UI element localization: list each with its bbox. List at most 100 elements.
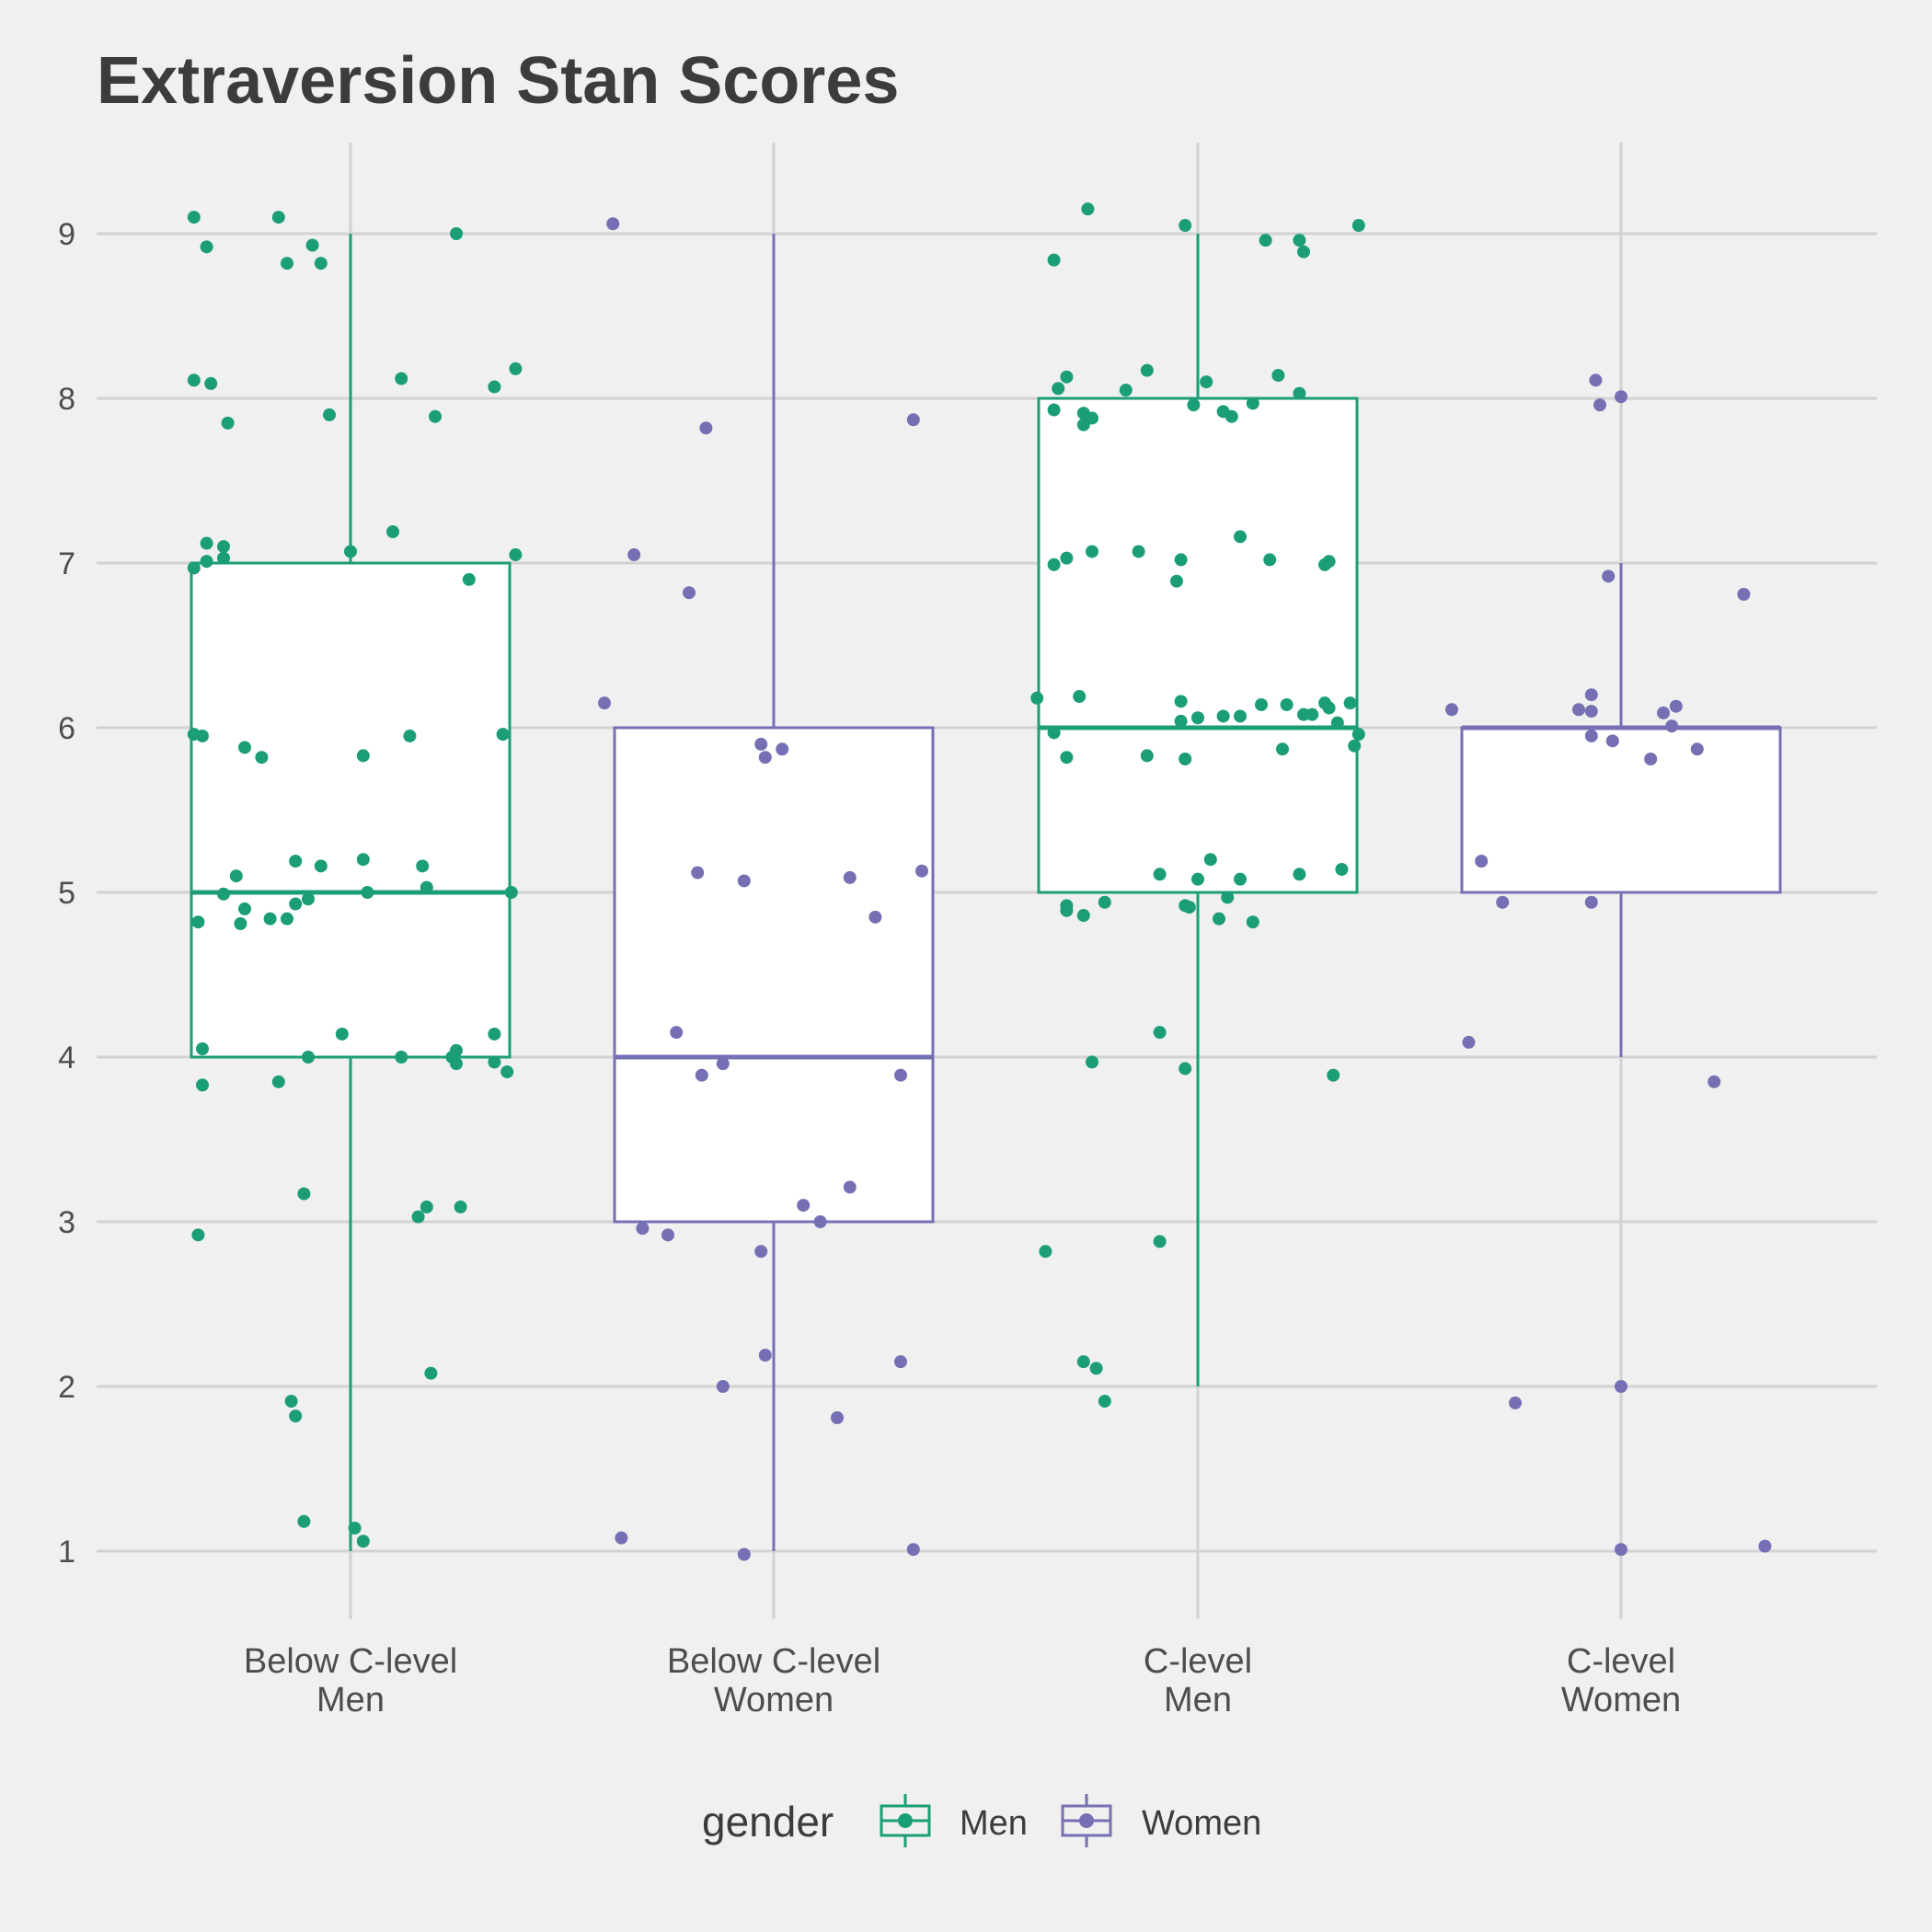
data-point: [509, 362, 523, 375]
data-point: [1246, 915, 1259, 929]
data-point: [1297, 245, 1310, 259]
data-point: [1584, 705, 1598, 719]
data-point: [356, 853, 370, 867]
data-point: [1234, 709, 1247, 723]
data-point: [1327, 1068, 1340, 1082]
data-point: [1644, 753, 1658, 766]
data-point: [754, 1245, 768, 1259]
data-point: [1572, 703, 1585, 717]
data-point: [348, 1521, 362, 1535]
data-point: [1187, 398, 1201, 412]
data-point: [1086, 411, 1098, 425]
data-point: [758, 751, 772, 765]
box-iqr: [1037, 397, 1359, 894]
data-point: [1153, 1235, 1167, 1248]
data-point: [1259, 234, 1272, 247]
data-point: [758, 1348, 772, 1362]
data-point: [797, 1199, 811, 1213]
data-point: [1073, 689, 1087, 703]
data-point: [395, 1051, 408, 1064]
data-point: [450, 1043, 463, 1057]
data-point: [661, 1228, 674, 1242]
data-point: [1047, 726, 1061, 740]
data-point: [263, 912, 277, 926]
data-point: [1179, 753, 1192, 766]
data-point: [238, 902, 251, 915]
data-point: [187, 561, 201, 575]
data-point: [1140, 363, 1154, 377]
data-point: [488, 1055, 501, 1069]
data-point: [1343, 696, 1357, 710]
data-point: [289, 1409, 303, 1423]
x-tick-label: Below C-level Women: [667, 1642, 880, 1719]
legend-key-women: [1061, 1794, 1112, 1847]
data-point: [1351, 728, 1365, 742]
data-point: [1225, 409, 1238, 423]
box-iqr: [1460, 726, 1782, 894]
data-point: [1246, 397, 1259, 410]
data-point: [1234, 530, 1247, 544]
y-tick-label: 9: [58, 217, 75, 252]
data-point: [314, 257, 328, 270]
data-point: [754, 737, 768, 751]
data-point: [894, 1068, 907, 1082]
data-point: [424, 1366, 438, 1380]
box-3: [1037, 234, 1359, 1386]
data-point: [191, 915, 205, 929]
data-point: [1030, 691, 1044, 705]
data-point: [1584, 895, 1598, 909]
data-point: [1737, 588, 1751, 602]
data-point: [361, 886, 374, 899]
data-point: [386, 524, 399, 538]
data-point: [906, 413, 920, 427]
data-point: [281, 912, 293, 926]
data-point: [598, 696, 611, 710]
data-point: [843, 870, 857, 884]
data-point: [411, 1210, 425, 1224]
legend-key-point: [898, 1813, 913, 1828]
data-point: [403, 729, 417, 742]
data-point: [1509, 1396, 1522, 1409]
data-point: [196, 1042, 209, 1056]
x-tick-label-line: C-level: [1567, 1642, 1675, 1681]
data-point: [1060, 903, 1074, 917]
data-point: [1589, 374, 1603, 387]
legend-key-men: [880, 1794, 931, 1847]
data-point: [229, 869, 243, 883]
data-point: [255, 751, 269, 765]
y-axis-ticks: 1 2 3 4 5 6 7 8 9: [58, 217, 75, 1570]
data-point: [1322, 701, 1336, 715]
legend-label-women: Women: [1142, 1804, 1261, 1843]
y-tick-label: 5: [58, 876, 75, 911]
data-point: [217, 540, 230, 554]
data-point: [395, 372, 408, 385]
data-point: [504, 886, 518, 899]
data-point: [1445, 703, 1458, 717]
data-point: [281, 257, 293, 270]
box-iqr: [190, 561, 512, 1059]
legend-label-men: Men: [960, 1804, 1028, 1843]
data-point: [776, 742, 789, 756]
y-tick-label: 4: [58, 1041, 75, 1075]
data-point: [323, 408, 336, 421]
data-point: [1293, 386, 1306, 400]
data-point: [200, 240, 213, 254]
data-point: [1708, 1075, 1721, 1088]
x-tick-label-line: Men: [1164, 1681, 1232, 1719]
data-point: [196, 729, 209, 742]
data-point: [1271, 368, 1285, 382]
data-point: [1060, 370, 1074, 384]
box-2: [613, 234, 935, 1551]
points-layer: [187, 202, 1772, 1561]
data-point: [1076, 1355, 1090, 1369]
data-point: [1200, 375, 1213, 389]
data-point: [500, 1065, 514, 1079]
data-point: [1496, 895, 1510, 909]
data-point: [302, 892, 315, 906]
data-point: [335, 1027, 349, 1041]
y-tick-label: 8: [58, 382, 75, 417]
data-point: [271, 211, 285, 224]
data-point: [289, 854, 303, 868]
x-tick-label-line: Below C-level: [244, 1642, 457, 1681]
data-point: [1203, 853, 1217, 867]
